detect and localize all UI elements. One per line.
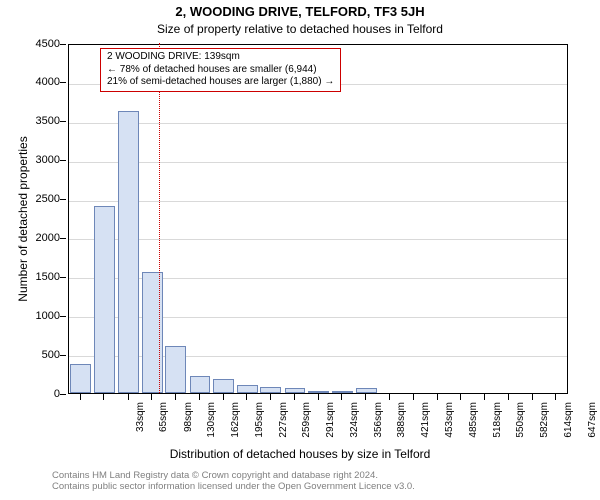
y-tick-label: 3000 (0, 154, 60, 166)
histogram-bar (332, 391, 353, 393)
x-tick-label: 195sqm (254, 402, 265, 452)
x-tickmark (199, 394, 200, 400)
x-tick-label: 227sqm (278, 402, 289, 452)
y-tick-label: 1500 (0, 271, 60, 283)
x-tickmark (318, 394, 319, 400)
histogram-bar (70, 364, 91, 393)
histogram-plot (68, 44, 568, 394)
x-tick-label: 259sqm (301, 402, 312, 452)
x-tick-label: 162sqm (230, 402, 241, 452)
histogram-bar (94, 206, 115, 393)
annotation-line-1: 2 WOODING DRIVE: 139sqm (107, 51, 334, 64)
x-tickmark (294, 394, 295, 400)
x-tick-label: 518sqm (492, 402, 503, 452)
x-tick-label: 65sqm (158, 402, 169, 452)
x-tickmark (80, 394, 81, 400)
y-tick-label: 2000 (0, 232, 60, 244)
gridline (69, 239, 567, 240)
histogram-bar (118, 111, 139, 393)
x-tickmark (532, 394, 533, 400)
histogram-bar (237, 385, 258, 393)
x-tick-label: 647sqm (587, 402, 598, 452)
x-tick-label: 98sqm (183, 402, 194, 452)
x-tickmark (103, 394, 104, 400)
y-axis-label: Number of detached properties (16, 44, 30, 394)
x-tickmark (341, 394, 342, 400)
x-tickmark (555, 394, 556, 400)
y-tick-label: 0 (0, 388, 60, 400)
x-tickmark (460, 394, 461, 400)
x-tickmark (175, 394, 176, 400)
x-tick-label: 421sqm (420, 402, 431, 452)
annotation-line-3: 21% of semi-detached houses are larger (… (107, 76, 334, 89)
x-tickmark (223, 394, 224, 400)
x-tick-label: 582sqm (539, 402, 550, 452)
x-tick-label: 33sqm (135, 402, 146, 452)
x-tickmark (413, 394, 414, 400)
x-tickmark (246, 394, 247, 400)
y-tick-label: 2500 (0, 193, 60, 205)
histogram-bar (213, 379, 234, 393)
gridline (69, 123, 567, 124)
y-tick-label: 1000 (0, 310, 60, 322)
x-tickmark (270, 394, 271, 400)
x-axis-label: Distribution of detached houses by size … (0, 447, 600, 461)
y-tick-label: 4500 (0, 38, 60, 50)
x-tick-label: 324sqm (349, 402, 360, 452)
y-tick-label: 4000 (0, 76, 60, 88)
footer-line-1: Contains HM Land Registry data © Crown c… (52, 470, 415, 481)
gridline (69, 162, 567, 163)
x-tickmark (151, 394, 152, 400)
x-tick-label: 356sqm (373, 402, 384, 452)
histogram-bar (308, 391, 329, 393)
page-subtitle: Size of property relative to detached ho… (0, 22, 600, 36)
footer-line-2: Contains public sector information licen… (52, 481, 415, 492)
x-tick-label: 550sqm (515, 402, 526, 452)
histogram-bar (190, 376, 211, 393)
x-tick-label: 388sqm (396, 402, 407, 452)
x-tickmark (437, 394, 438, 400)
x-tick-label: 291sqm (325, 402, 336, 452)
x-tickmark (508, 394, 509, 400)
x-tickmark (128, 394, 129, 400)
histogram-bar (285, 388, 306, 393)
histogram-bar (356, 388, 377, 393)
gridline (69, 201, 567, 202)
property-marker-line (159, 43, 160, 393)
annotation-line-2: ← 78% of detached houses are smaller (6,… (107, 64, 334, 77)
x-tick-label: 130sqm (206, 402, 217, 452)
page-title: 2, WOODING DRIVE, TELFORD, TF3 5JH (0, 4, 600, 19)
x-tickmark (365, 394, 366, 400)
y-tick-label: 3500 (0, 115, 60, 127)
histogram-bar (260, 387, 281, 393)
x-tickmark (389, 394, 390, 400)
x-tickmark (484, 394, 485, 400)
footer-attribution: Contains HM Land Registry data © Crown c… (52, 470, 415, 492)
chart-container: 2, WOODING DRIVE, TELFORD, TF3 5JH Size … (0, 0, 600, 500)
x-tick-label: 453sqm (444, 402, 455, 452)
x-tick-label: 485sqm (468, 402, 479, 452)
y-tick-label: 500 (0, 349, 60, 361)
histogram-bar (165, 346, 186, 393)
x-tick-label: 614sqm (563, 402, 574, 452)
annotation-box: 2 WOODING DRIVE: 139sqm ← 78% of detache… (100, 48, 341, 92)
